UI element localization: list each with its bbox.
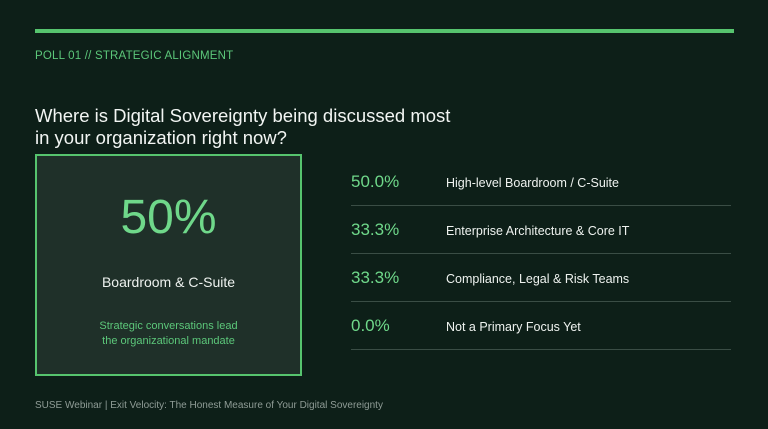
result-option: Compliance, Legal & Risk Teams (446, 272, 630, 286)
result-row: 0.0% Not a Primary Focus Yet (351, 302, 731, 350)
result-row: 50.0% High-level Boardroom / C-Suite (351, 158, 731, 206)
top-accent-rule (35, 29, 734, 33)
results-list: 50.0% High-level Boardroom / C-Suite 33.… (351, 158, 731, 350)
result-option: Not a Primary Focus Yet (446, 320, 581, 334)
result-percent: 33.3% (351, 268, 400, 287)
poll-question: Where is Digital Sovereignty being discu… (35, 105, 451, 148)
highlight-card: 50% Boardroom & C-Suite Strategic conver… (35, 154, 302, 376)
poll-kicker: POLL 01 // STRATEGIC ALIGNMENT (35, 50, 234, 62)
result-row: 33.3% Compliance, Legal & Risk Teams (351, 254, 731, 302)
result-percent: 0.0% (351, 316, 390, 335)
result-percent: 33.3% (351, 220, 400, 239)
result-option: High-level Boardroom / C-Suite (446, 176, 619, 190)
footer-caption: SUSE Webinar | Exit Velocity: The Honest… (35, 400, 383, 411)
highlight-subtitle-line: Strategic conversations lead (99, 320, 238, 332)
result-row: 33.3% Enterprise Architecture & Core IT (351, 206, 731, 254)
highlight-label: Boardroom & C-Suite (101, 274, 236, 290)
result-percent: 50.0% (351, 172, 400, 191)
result-option: Enterprise Architecture & Core IT (446, 224, 630, 238)
highlight-value: 50% (120, 191, 217, 244)
highlight-subtitle: Strategic conversations lead the organiz… (37, 319, 300, 349)
highlight-subtitle-line: the organizational mandate (102, 335, 235, 347)
